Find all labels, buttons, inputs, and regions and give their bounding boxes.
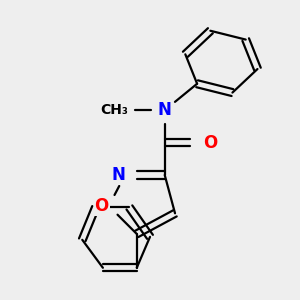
Text: N: N bbox=[111, 166, 125, 184]
Text: CH₃: CH₃ bbox=[101, 103, 129, 117]
Text: O: O bbox=[203, 134, 217, 152]
Text: O: O bbox=[94, 197, 109, 215]
Text: N: N bbox=[158, 101, 172, 119]
